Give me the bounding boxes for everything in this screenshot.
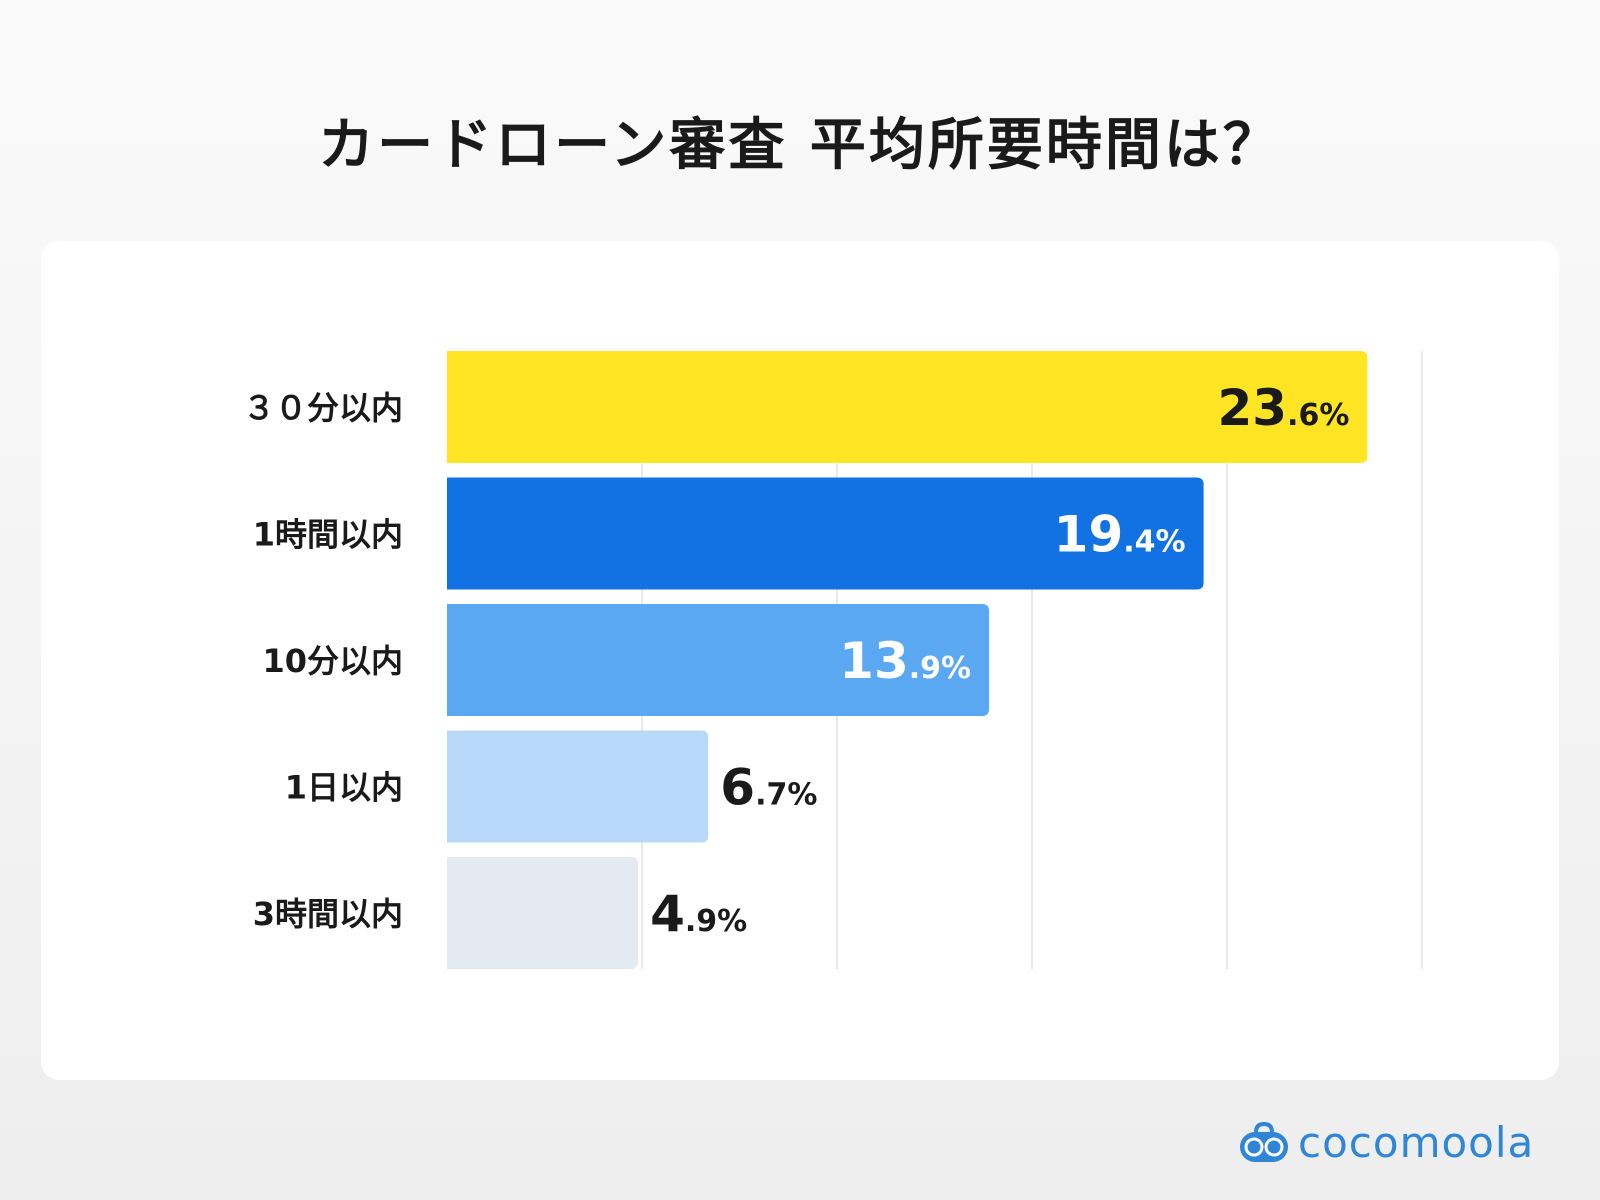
bar (447, 730, 709, 843)
category-label: 10分以内 (262, 642, 403, 680)
value-decimal: .9% (685, 904, 747, 939)
value-integer: 6 (720, 759, 755, 817)
value-decimal: .7% (755, 778, 817, 813)
category-label: 1時間以内 (253, 516, 403, 554)
value-integer: 23 (1217, 379, 1287, 437)
category-label: 3時間以内 (253, 895, 403, 933)
value-decimal: .9% (909, 651, 971, 686)
category-label: 1日以内 (285, 769, 403, 807)
logo-text: cocomoola (1298, 1118, 1535, 1167)
value-decimal: .6% (1287, 398, 1349, 433)
value-label: 23.6% (1217, 379, 1349, 437)
chart-card: ３０分以内 23.6% 1時間以内 19.4% 10分以内 13.9% 1日以内 6.7% 3時… (41, 241, 1559, 1080)
page-title: カードローン審査 平均所要時間は？ (318, 113, 1282, 178)
bar (447, 857, 639, 969)
value-label: 13.9% (839, 632, 971, 690)
robot-face-icon (1240, 1121, 1288, 1162)
value-decimal: .4% (1123, 525, 1185, 560)
value-integer: 13 (839, 632, 909, 690)
bar-chart: ３０分以内 23.6%1時間以内 19.4%10分以内 13.9%1日以内 6.7%3時… (243, 351, 1423, 969)
bar (447, 477, 1204, 590)
value-label: 4.9% (650, 885, 747, 943)
value-integer: 4 (650, 885, 685, 943)
value-label: 6.7% (720, 759, 817, 817)
bar (447, 351, 1368, 463)
cocomoola-logo: cocomoola (1238, 1118, 1534, 1167)
value-label: 19.4% (1054, 506, 1186, 564)
bar (447, 604, 990, 716)
category-label: ３０分以内 (243, 389, 403, 427)
value-integer: 19 (1054, 506, 1124, 564)
